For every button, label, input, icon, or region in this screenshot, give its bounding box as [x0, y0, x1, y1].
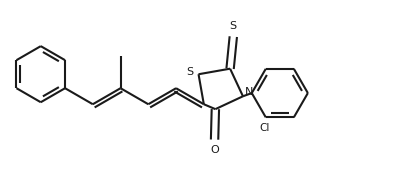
Text: N: N — [245, 87, 254, 97]
Text: Cl: Cl — [259, 123, 269, 133]
Text: S: S — [230, 21, 237, 31]
Text: S: S — [186, 67, 193, 77]
Text: O: O — [210, 145, 219, 155]
